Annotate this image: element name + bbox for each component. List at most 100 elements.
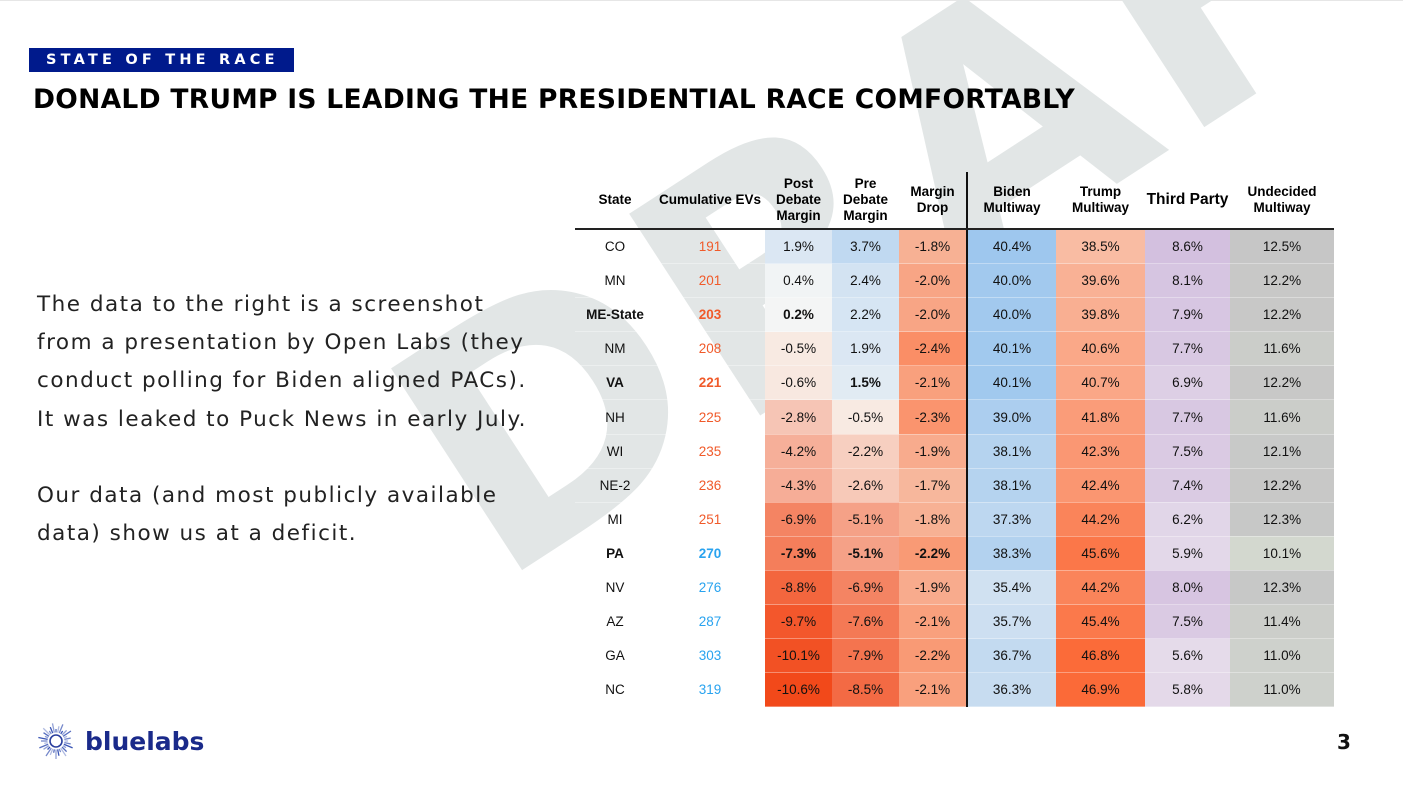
cell-drop: -2.1%	[899, 672, 967, 708]
cell-drop: -1.9%	[899, 434, 967, 469]
cell-ev: 251	[655, 502, 765, 537]
cell-ev: 225	[655, 399, 765, 435]
cell-pre: -7.9%	[832, 638, 899, 674]
cell-biden: 36.3%	[966, 672, 1056, 708]
cell-biden: 39.0%	[966, 399, 1056, 435]
body-text: The data to the right is a screenshot fr…	[37, 286, 537, 591]
cell-pre: -5.1%	[832, 502, 899, 537]
cell-undecided: 12.3%	[1230, 502, 1334, 537]
cell-third: 7.7%	[1145, 331, 1230, 367]
cell-undecided: 12.2%	[1230, 468, 1334, 503]
cell-state: MN	[575, 263, 655, 299]
cell-undecided: 12.2%	[1230, 263, 1334, 299]
cell-undecided: 12.5%	[1230, 229, 1334, 265]
cell-post: 0.4%	[765, 263, 832, 299]
cell-ev: 221	[655, 365, 765, 401]
cell-state: WI	[575, 434, 655, 469]
cell-pre: 1.9%	[832, 331, 899, 367]
table-row: GA 303 -10.1% -7.9% -2.2% 36.7% 46.8% 5.6% 11.0%	[575, 638, 1334, 674]
cell-ev: 270	[655, 536, 765, 571]
cell-drop: -2.3%	[899, 399, 967, 435]
cell-third: 8.0%	[1145, 570, 1230, 606]
cell-undecided: 12.3%	[1230, 570, 1334, 606]
header-cumulative-evs: Cumulative EVs	[655, 172, 765, 230]
cell-post: -7.3%	[765, 536, 832, 571]
sunburst-icon	[38, 723, 73, 759]
table-header-row: State Cumulative EVs Post Debate Margin …	[575, 172, 1334, 230]
cell-trump: 38.5%	[1056, 229, 1145, 265]
cell-undecided: 11.6%	[1230, 399, 1334, 435]
table-row: MI 251 -6.9% -5.1% -1.8% 37.3% 44.2% 6.2% 12.3%	[575, 502, 1334, 537]
header-pre-debate-margin: Pre Debate Margin	[832, 172, 899, 230]
cell-post: 0.2%	[765, 297, 832, 333]
cell-state: PA	[575, 536, 655, 571]
cell-drop: -1.7%	[899, 468, 967, 503]
cell-trump: 42.4%	[1056, 468, 1145, 503]
table-row: NH 225 -2.8% -0.5% -2.3% 39.0% 41.8% 7.7% 11.6%	[575, 399, 1334, 435]
cell-third: 5.6%	[1145, 638, 1230, 674]
table-row: WI 235 -4.2% -2.2% -1.9% 38.1% 42.3% 7.5% 12.1%	[575, 434, 1334, 469]
cell-post: -10.6%	[765, 672, 832, 708]
cell-post: -10.1%	[765, 638, 832, 674]
cell-post: -8.8%	[765, 570, 832, 606]
cell-ev: 276	[655, 570, 765, 606]
cell-trump: 41.8%	[1056, 399, 1145, 435]
cell-post: 1.9%	[765, 229, 832, 265]
cell-trump: 46.8%	[1056, 638, 1145, 674]
cell-ev: 201	[655, 263, 765, 299]
cell-undecided: 11.6%	[1230, 331, 1334, 367]
table-row: VA 221 -0.6% 1.5% -2.1% 40.1% 40.7% 6.9% 12.2%	[575, 365, 1334, 401]
cell-post: -4.2%	[765, 434, 832, 469]
cell-undecided: 11.0%	[1230, 672, 1334, 708]
cell-post: -6.9%	[765, 502, 832, 537]
cell-pre: 3.7%	[832, 229, 899, 265]
table-row: CO 191 1.9% 3.7% -1.8% 40.4% 38.5% 8.6% 12.5%	[575, 229, 1334, 265]
cell-trump: 39.6%	[1056, 263, 1145, 299]
cell-drop: -2.2%	[899, 536, 967, 571]
cell-undecided: 12.2%	[1230, 365, 1334, 401]
cell-trump: 40.7%	[1056, 365, 1145, 401]
cell-ev: 287	[655, 604, 765, 640]
cell-state: MI	[575, 502, 655, 537]
cell-biden: 35.4%	[966, 570, 1056, 606]
cell-state: GA	[575, 638, 655, 674]
cell-third: 7.5%	[1145, 604, 1230, 640]
cell-ev: 303	[655, 638, 765, 674]
cell-state: NM	[575, 331, 655, 367]
cell-pre: 2.4%	[832, 263, 899, 299]
cell-biden: 37.3%	[966, 502, 1056, 537]
cell-third: 6.2%	[1145, 502, 1230, 537]
cell-trump: 45.6%	[1056, 536, 1145, 571]
table-row: NV 276 -8.8% -6.9% -1.9% 35.4% 44.2% 8.0% 12.3%	[575, 570, 1334, 606]
cell-drop: -2.0%	[899, 263, 967, 299]
cell-drop: -2.2%	[899, 638, 967, 674]
cell-third: 8.6%	[1145, 229, 1230, 265]
cell-trump: 42.3%	[1056, 434, 1145, 469]
cell-pre: -0.5%	[832, 399, 899, 435]
cell-drop: -2.1%	[899, 604, 967, 640]
logo-text: bluelabs	[85, 726, 205, 756]
header-margin-drop: Margin Drop	[899, 172, 967, 230]
cell-trump: 44.2%	[1056, 502, 1145, 537]
cell-pre: -2.2%	[832, 434, 899, 469]
cell-pre: -8.5%	[832, 672, 899, 708]
cell-state: NH	[575, 399, 655, 435]
cell-biden: 38.1%	[966, 434, 1056, 469]
table-row: AZ 287 -9.7% -7.6% -2.1% 35.7% 45.4% 7.5% 11.4%	[575, 604, 1334, 640]
cell-trump: 39.8%	[1056, 297, 1145, 333]
cell-post: -4.3%	[765, 468, 832, 503]
cell-third: 7.4%	[1145, 468, 1230, 503]
cell-third: 7.9%	[1145, 297, 1230, 333]
body-paragraph-1: The data to the right is a screenshot fr…	[37, 292, 527, 432]
cell-state: CO	[575, 229, 655, 265]
header-post-debate-margin: Post Debate Margin	[765, 172, 832, 230]
cell-ev: 236	[655, 468, 765, 503]
state-race-table: State Cumulative EVs Post Debate Margin …	[575, 172, 1334, 708]
cell-biden: 40.1%	[966, 331, 1056, 367]
cell-drop: -2.0%	[899, 297, 967, 333]
cell-ev: 203	[655, 297, 765, 333]
cell-undecided: 12.2%	[1230, 297, 1334, 333]
cell-biden: 35.7%	[966, 604, 1056, 640]
table-row: PA 270 -7.3% -5.1% -2.2% 38.3% 45.6% 5.9% 10.1%	[575, 536, 1334, 571]
cell-state: NC	[575, 672, 655, 708]
